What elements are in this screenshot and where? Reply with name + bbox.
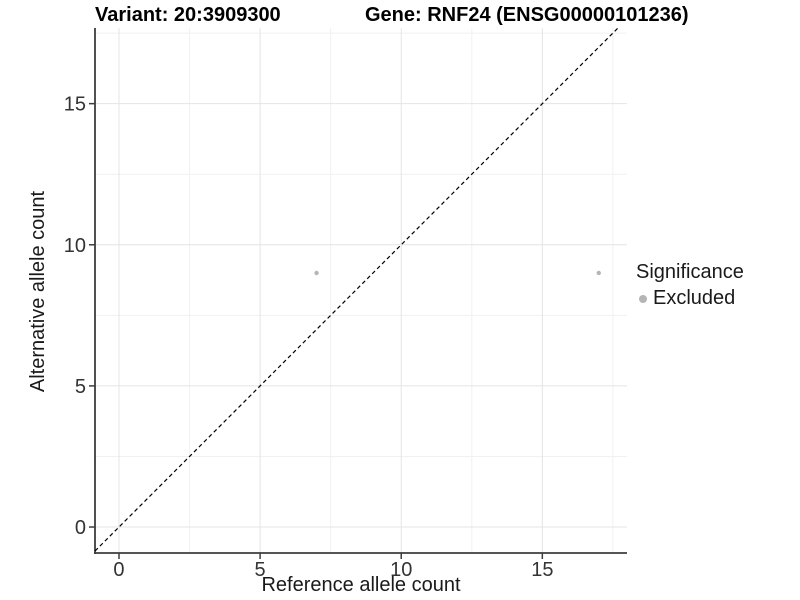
identity-line — [94, 27, 619, 552]
y-tick-label: 0 — [75, 517, 86, 539]
y-tick-label: 5 — [75, 376, 86, 398]
y-tick-label: 10 — [64, 235, 86, 257]
legend: Significance Excluded — [636, 261, 744, 310]
legend-item-excluded: Excluded — [636, 287, 744, 310]
variant-title: Variant: 20:3909300 — [95, 4, 281, 26]
data-point — [596, 270, 601, 276]
legend-item-label: Excluded — [653, 287, 736, 309]
y-axis-title: Alternative allele count — [27, 190, 49, 393]
excluded-point-icon — [639, 294, 647, 303]
data-point — [314, 270, 319, 276]
legend-title: Significance — [636, 261, 744, 283]
x-tick-label: 5 — [255, 559, 266, 581]
x-tick-label: 10 — [390, 559, 412, 581]
x-axis-title: Reference allele count — [261, 574, 461, 596]
gene-title: Gene: RNF24 (ENSG00000101236) — [365, 4, 689, 26]
y-tick-label: 15 — [64, 94, 86, 116]
x-tick-label: 0 — [113, 559, 124, 581]
x-tick-label: 15 — [531, 559, 553, 581]
